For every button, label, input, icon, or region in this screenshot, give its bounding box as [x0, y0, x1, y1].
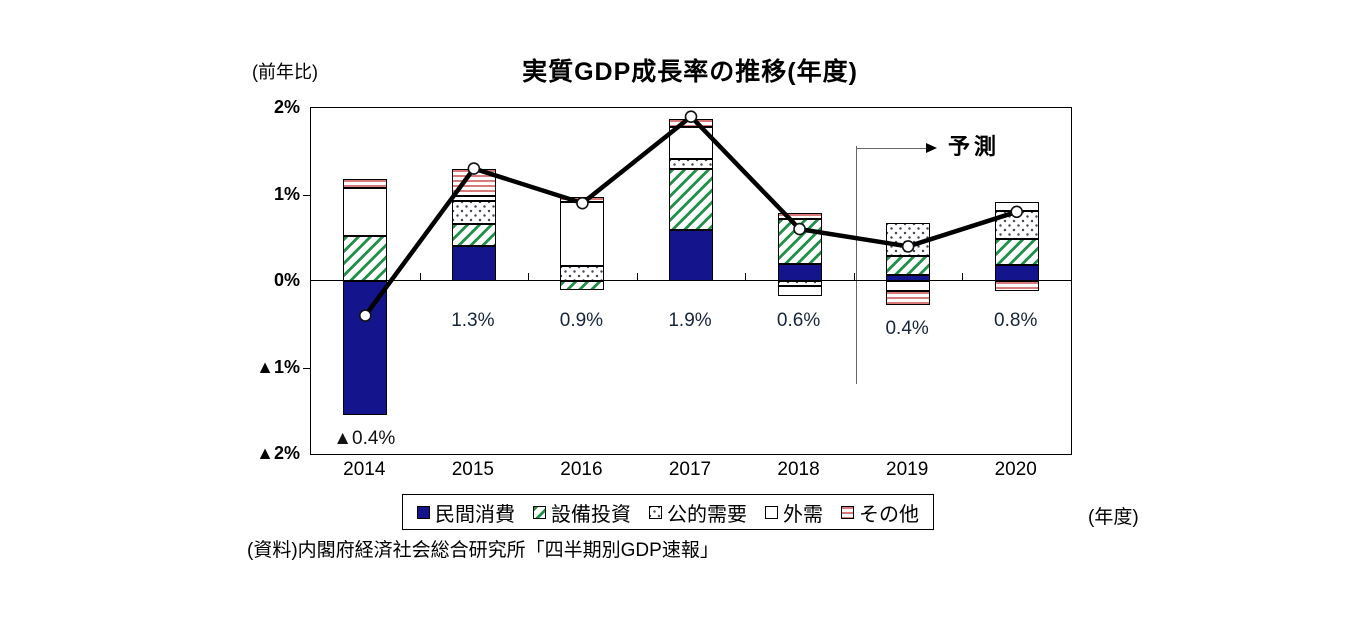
- growth-rate-label: 0.6%: [776, 310, 821, 331]
- bar-segment-公的需要: [777, 281, 822, 287]
- gdp-growth-line: [358, 110, 1024, 322]
- legend-swatch-icon: [417, 505, 430, 519]
- bar-segment-設備投資: [669, 169, 713, 230]
- legend-item-民間消費: 民間消費: [417, 498, 515, 527]
- legend-item-外需: 外需: [765, 498, 823, 527]
- y-tick-label: ▲1%: [256, 356, 300, 377]
- bar-segment-その他: [777, 212, 822, 219]
- x-year-label: 2019: [886, 459, 929, 480]
- plot-area: [303, 107, 1072, 455]
- x-year-label: 2015: [451, 459, 494, 480]
- bar-segment-設備投資: [994, 238, 1039, 266]
- y-axis-tick: [303, 367, 310, 369]
- bar-segment-設備投資: [886, 255, 931, 275]
- legend-swatch-icon: [841, 505, 854, 519]
- legend-label: 公的需要: [667, 503, 747, 526]
- legend-label: 外需: [783, 503, 823, 526]
- y-axis-unit-label: (前年比): [252, 62, 318, 82]
- line-marker: [467, 162, 481, 175]
- category-tick: [528, 273, 530, 281]
- x-year-label: 2020: [994, 459, 1037, 480]
- legend-swatch-icon: [765, 505, 778, 519]
- growth-rate-label: 1.3%: [451, 310, 495, 331]
- source-note: (資料)内閣府経済社会総合研究所「四半期別GDP速報」: [247, 540, 719, 561]
- y-tick-label: 1%: [273, 183, 300, 204]
- forecast-arrow-line: [856, 148, 928, 149]
- y-tick-label: 2%: [273, 97, 300, 117]
- legend-item-その他: その他: [841, 498, 919, 527]
- x-year-label: 2017: [668, 459, 712, 480]
- bar-segment-民間消費: [343, 281, 388, 416]
- legend-swatch-icon: [533, 505, 546, 519]
- growth-rate-label: 0.4%: [885, 318, 929, 340]
- bar-segment-設備投資: [560, 281, 605, 290]
- bar-segment-公的需要: [669, 159, 713, 170]
- x-year-label: 2016: [560, 459, 603, 480]
- growth-rate-label: 0.8%: [994, 310, 1038, 331]
- growth-rate-label: 0.9%: [559, 310, 604, 331]
- legend-label: 設備投資: [551, 503, 631, 526]
- y-tick-label: 0%: [273, 270, 300, 290]
- line-marker: [576, 196, 589, 210]
- bar-segment-外需: [560, 202, 605, 267]
- legend-item-設備投資: 設備投資: [533, 498, 631, 527]
- bar-segment-その他: [886, 290, 931, 306]
- line-marker: [1010, 205, 1024, 219]
- bar-segment-外需: [343, 188, 388, 236]
- bar-segment-公的需要: [451, 201, 496, 224]
- bar-segment-民間消費: [669, 229, 713, 281]
- category-tick: [419, 273, 421, 281]
- legend-item-公的需要: 公的需要: [649, 498, 747, 527]
- legend-label: 民間消費: [435, 503, 515, 526]
- bar-segment-外需: [777, 286, 822, 296]
- category-tick: [962, 273, 964, 281]
- forecast-label: 予測: [948, 134, 1001, 159]
- growth-rate-label: 1.9%: [668, 310, 712, 331]
- category-tick: [853, 273, 855, 281]
- y-tick-label: ▲2%: [256, 443, 300, 463]
- legend-swatch-icon: [649, 505, 662, 519]
- bar-segment-その他: [994, 281, 1039, 291]
- x-axis-unit-label: (年度): [1088, 507, 1139, 528]
- bar-segment-その他: [343, 178, 388, 189]
- forecast-arrow-icon: [926, 143, 937, 153]
- legend: 民間消費 設備投資 公的需要 外需 その他: [402, 494, 934, 530]
- x-year-label: 2014: [343, 459, 386, 480]
- line-path: [363, 113, 1018, 317]
- category-tick: [636, 273, 638, 281]
- bar-segment-設備投資: [451, 223, 496, 246]
- category-tick: [745, 273, 747, 281]
- forecast-divider-line: [856, 146, 857, 384]
- legend-label: その他: [859, 503, 919, 526]
- y-axis-tick: [303, 194, 310, 196]
- line-marker: [358, 309, 372, 322]
- chart-title: 実質GDP成長率の推移(年度): [522, 58, 858, 86]
- zero-axis-line: [311, 280, 1071, 282]
- bar-segment-外需: [886, 281, 931, 291]
- growth-rate-label: ▲0.4%: [333, 428, 396, 450]
- line-marker: [901, 240, 915, 253]
- line-marker: [793, 222, 806, 236]
- x-year-label: 2018: [777, 459, 820, 480]
- line-marker: [684, 110, 698, 123]
